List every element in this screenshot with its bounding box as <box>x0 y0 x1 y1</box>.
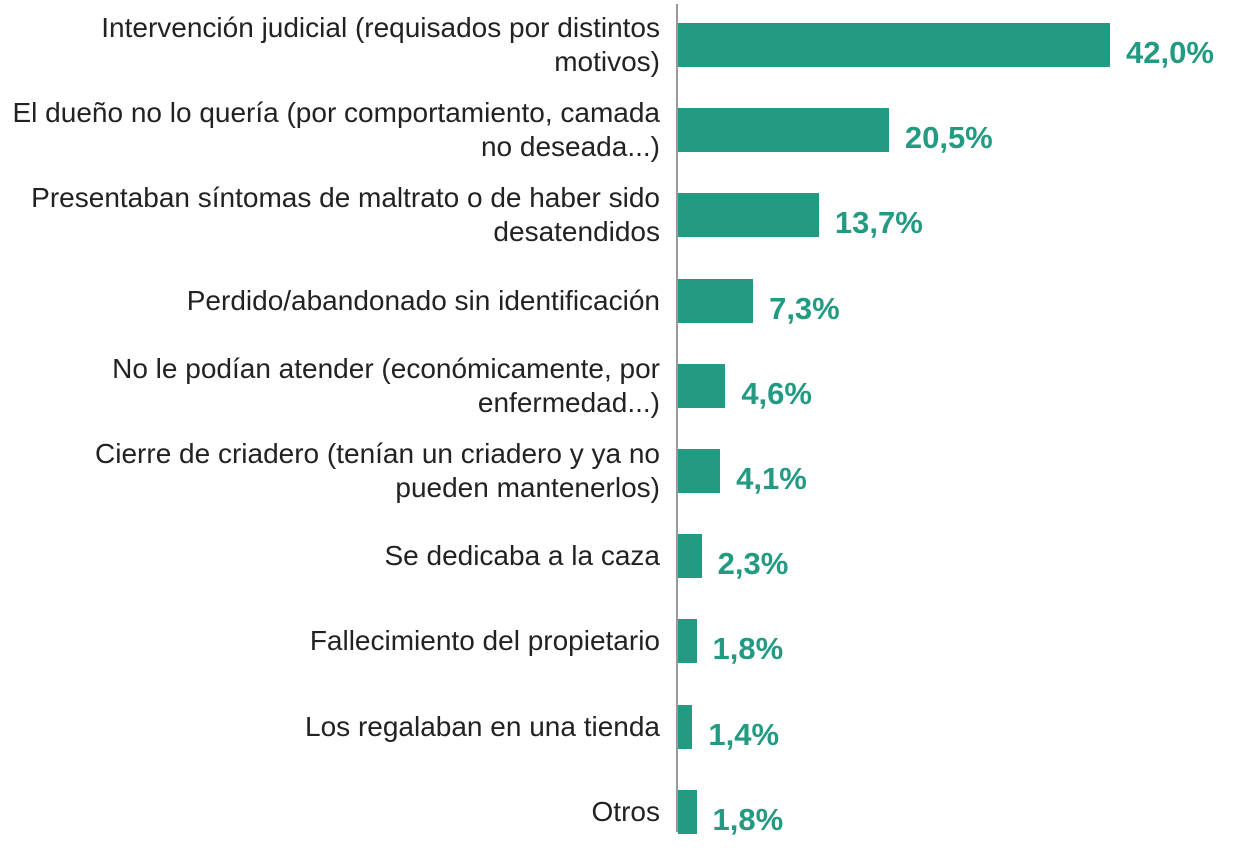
category-label: Intervención judicial (requisados por di… <box>0 5 660 85</box>
bar <box>678 704 693 749</box>
category-text: Los regalaban en una tienda <box>305 710 660 742</box>
value-label: 4,6% <box>741 375 812 411</box>
value-label: 1,8% <box>712 631 784 667</box>
category-label: Presentaban síntomas de maltrato o de ha… <box>0 175 660 255</box>
value-label: 13,7% <box>834 205 923 241</box>
category-text: No le podían atender (económicamente, po… <box>112 352 660 418</box>
category-label: Cierre de criadero (tenían un criadero y… <box>0 431 660 511</box>
category-label: Se dedicaba a la caza <box>0 516 660 596</box>
bar <box>678 363 726 408</box>
bar <box>678 619 697 664</box>
category-text: Cierre de criadero (tenían un criadero y… <box>95 438 660 503</box>
bar <box>678 193 819 238</box>
category-label: El dueño no lo quería (por comportamient… <box>0 90 661 170</box>
category-text: Otros <box>591 795 660 827</box>
category-label: Otros <box>0 772 660 852</box>
bar <box>678 278 754 323</box>
bar <box>678 534 702 579</box>
category-text: Fallecimiento del propietario <box>309 625 660 657</box>
value-label: 1,4% <box>708 716 780 752</box>
value-label: 20,5% <box>904 120 993 156</box>
category-label: Fallecimiento del propietario <box>0 601 660 681</box>
axis-line <box>676 4 678 832</box>
category-text: Presentaban síntomas de maltrato o de ha… <box>31 182 660 248</box>
value-label: 1,8% <box>712 801 784 837</box>
category-text: Perdido/abandonado sin identificación <box>186 284 660 316</box>
value-label: 4,1% <box>736 461 807 496</box>
value-label: 42,0% <box>1126 35 1214 70</box>
category-text: Se dedicaba a la caza <box>384 540 660 572</box>
category-label: No le podían atender (económicamente, po… <box>0 346 660 426</box>
value-label: 2,3% <box>717 546 789 582</box>
bar <box>678 449 721 493</box>
bar <box>678 108 889 153</box>
bar <box>678 789 697 834</box>
category-label: Perdido/abandonado sin identificación <box>0 261 660 341</box>
bar <box>678 23 1110 67</box>
category-text: El dueño no lo quería (por comportamient… <box>12 97 661 163</box>
category-label: Los regalaban en una tienda <box>0 687 660 767</box>
page: Intervención judicial (requisados por di… <box>0 4 1214 837</box>
value-label: 7,3% <box>769 290 840 326</box>
category-text: Intervención judicial (requisados por di… <box>101 12 660 77</box>
